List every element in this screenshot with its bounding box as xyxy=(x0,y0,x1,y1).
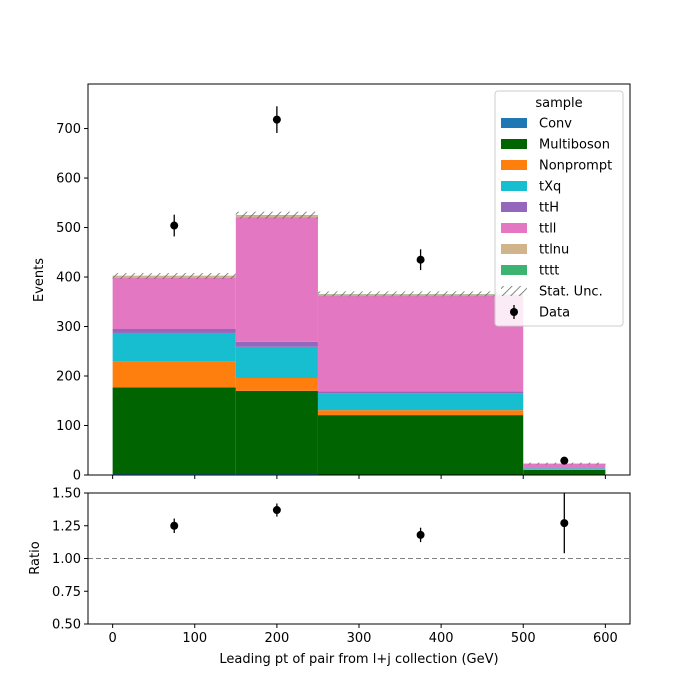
ratio-ytick-label-4: 1.50 xyxy=(52,487,81,502)
bar-txq-bin-2 xyxy=(317,393,524,411)
stat-unc-band-bin-2 xyxy=(317,291,524,297)
data-point-3 xyxy=(560,456,569,465)
bar-txq-bin-3 xyxy=(523,468,606,470)
legend-swatch-conv xyxy=(501,118,527,128)
bar-tth-bin-0 xyxy=(112,328,236,333)
ratio-point-2 xyxy=(416,530,425,539)
legend-label-data: Data xyxy=(539,306,570,321)
data-point-2 xyxy=(416,255,425,264)
x-tick-label-1: 100 xyxy=(182,631,207,646)
x-axis-label: Leading pt of pair from l+j collection (… xyxy=(219,652,498,667)
x-tick-label-4: 400 xyxy=(429,631,454,646)
bar-nonprompt-bin-1 xyxy=(235,377,318,391)
x-tick-label-5: 500 xyxy=(511,631,536,646)
legend-label-multiboson: Multiboson xyxy=(539,138,610,153)
legend-swatch-ttll xyxy=(501,223,527,233)
legend-swatch-nonprompt xyxy=(501,160,527,170)
ratio-point-1 xyxy=(272,506,281,515)
legend-swatch-tttt xyxy=(501,265,527,275)
ratio-ytick-label-3: 1.25 xyxy=(52,519,81,534)
x-tick-label-2: 200 xyxy=(264,631,289,646)
legend-label-tttt: tttt xyxy=(539,264,559,279)
stat-unc-band-bin-1 xyxy=(235,211,318,219)
bar-tth-bin-2 xyxy=(317,391,524,394)
ratio-point-3 xyxy=(560,519,569,528)
main-ytick-label-1: 100 xyxy=(56,419,81,434)
bar-txq-bin-1 xyxy=(235,346,318,378)
main-ytick-label-7: 700 xyxy=(56,122,81,137)
y-axis-label-events: Events xyxy=(32,258,47,302)
main-ytick-label-5: 500 xyxy=(56,221,81,236)
legend-label-txq: tXq xyxy=(539,180,561,195)
bar-tth-bin-1 xyxy=(235,341,318,347)
legend-data-marker xyxy=(510,308,518,316)
bar-txq-bin-0 xyxy=(112,332,236,362)
main-ytick-label-0: 0 xyxy=(73,469,81,484)
legend-swatch-ttlnu xyxy=(501,244,527,254)
ratio-point-0 xyxy=(170,521,179,530)
bar-multiboson-bin-2 xyxy=(317,415,524,475)
bar-multiboson-bin-0 xyxy=(112,387,236,475)
ratio-ytick-label-0: 0.50 xyxy=(52,618,81,633)
ratio-ytick-label-2: 1.00 xyxy=(52,552,81,567)
main-panel: 0 100 200 300 400 500 600 700 xyxy=(56,83,631,484)
x-tick-label-3: 300 xyxy=(347,631,372,646)
x-tick-label-6: 600 xyxy=(593,631,618,646)
legend-label-tth: ttH xyxy=(539,201,559,216)
legend-swatch-multiboson xyxy=(501,139,527,149)
legend-label-stat-unc: Stat. Unc. xyxy=(539,285,603,300)
main-ytick-label-2: 200 xyxy=(56,370,81,385)
legend-label-ttlnu: ttlnu xyxy=(539,243,569,258)
legend-title: sample xyxy=(535,96,582,111)
legend-swatch-tth xyxy=(501,202,527,212)
x-tick-label-0: 0 xyxy=(108,631,116,646)
bar-ttll-bin-2 xyxy=(317,295,524,392)
bar-nonprompt-bin-2 xyxy=(317,410,524,416)
main-ytick-label-4: 400 xyxy=(56,271,81,286)
legend-swatch-txq xyxy=(501,181,527,191)
bar-nonprompt-bin-0 xyxy=(112,361,236,388)
main-ytick-label-6: 600 xyxy=(56,172,81,187)
main-ytick-label-3: 300 xyxy=(56,320,81,335)
y-axis-label-ratio: Ratio xyxy=(28,541,43,574)
data-point-0 xyxy=(170,221,179,230)
stat-unc-band-bin-0 xyxy=(112,273,236,280)
legend-label-ttll: ttll xyxy=(539,222,556,237)
bar-ttll-bin-0 xyxy=(112,278,236,329)
bar-multiboson-bin-3 xyxy=(523,469,606,475)
bar-ttll-bin-1 xyxy=(235,217,318,342)
ratio-panel: 0.50 0.75 1.00 1.25 1.50 0 100 200 300 400 500 600 xyxy=(52,487,631,646)
legend-swatch-stat-unc xyxy=(501,286,527,296)
legend: sample Conv Multiboson Nonprompt tXq ttH ttll t… xyxy=(494,90,624,327)
ratio-ytick-label-1: 0.75 xyxy=(52,585,81,600)
bar-ttll-bin-3 xyxy=(523,463,606,469)
legend-label-conv: Conv xyxy=(539,117,572,132)
legend-label-nonprompt: Nonprompt xyxy=(539,159,612,174)
bar-multiboson-bin-1 xyxy=(235,390,318,475)
data-point-1 xyxy=(272,115,281,124)
